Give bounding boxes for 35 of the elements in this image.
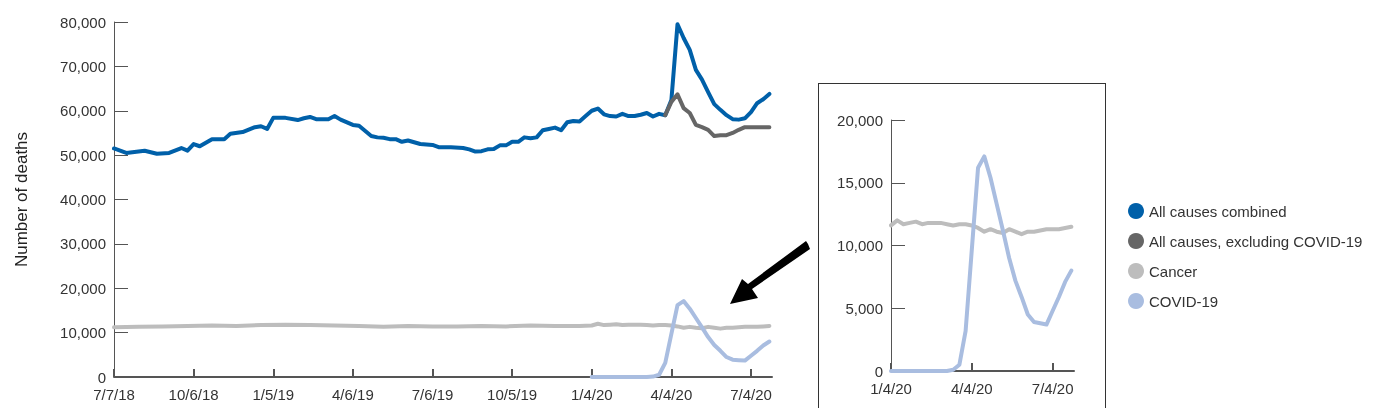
x-tick-label: 4/4/20 <box>950 380 993 397</box>
y-tick-label: 5,000 <box>845 299 883 317</box>
y-tick-label: 30,000 <box>60 235 106 253</box>
y-axis-title: Number of deaths <box>12 131 31 268</box>
legend-label: Cancer <box>1149 262 1198 280</box>
y-tick-label: 15,000 <box>837 174 883 192</box>
y-tick-label: 50,000 <box>60 146 106 164</box>
x-tick-label: 7/7/18 <box>93 386 135 403</box>
y-tick-label: 20,000 <box>837 111 883 129</box>
y-tick-label: 0 <box>97 368 106 386</box>
y-tick-label: 60,000 <box>60 102 106 120</box>
line-series <box>589 299 772 379</box>
line-series <box>663 92 772 139</box>
legend-label: All causes combined <box>1149 202 1287 220</box>
x-tick-label: 1/4/20 <box>870 380 912 397</box>
y-tick-label: 40,000 <box>60 191 106 208</box>
y-tick-label: 20,000 <box>60 279 106 297</box>
x-tick-label: 4/6/19 <box>332 386 374 403</box>
x-tick-label: 10/6/18 <box>168 386 219 403</box>
x-tick-label: 7/6/19 <box>411 386 454 403</box>
line-series <box>112 22 772 156</box>
y-tick-label: 0 <box>874 362 883 380</box>
y-tick-label: 70,000 <box>60 57 106 75</box>
y-tick-label: 80,000 <box>60 13 106 31</box>
y-tick-label: 10,000 <box>60 324 106 342</box>
line-series <box>889 218 1074 237</box>
x-tick-label: 7/4/20 <box>1031 380 1074 397</box>
legend-label: COVID-19 <box>1149 292 1219 310</box>
x-tick-label: 7/4/20 <box>730 386 772 403</box>
x-tick-label: 1/4/20 <box>570 386 613 403</box>
legend-label: All causes, excluding COVID-19 <box>1149 232 1363 250</box>
x-tick-label: 4/4/20 <box>650 386 693 403</box>
y-tick-label: 10,000 <box>837 237 883 254</box>
x-tick-label: 1/5/19 <box>252 386 295 403</box>
x-tick-label: 10/5/19 <box>487 386 538 403</box>
